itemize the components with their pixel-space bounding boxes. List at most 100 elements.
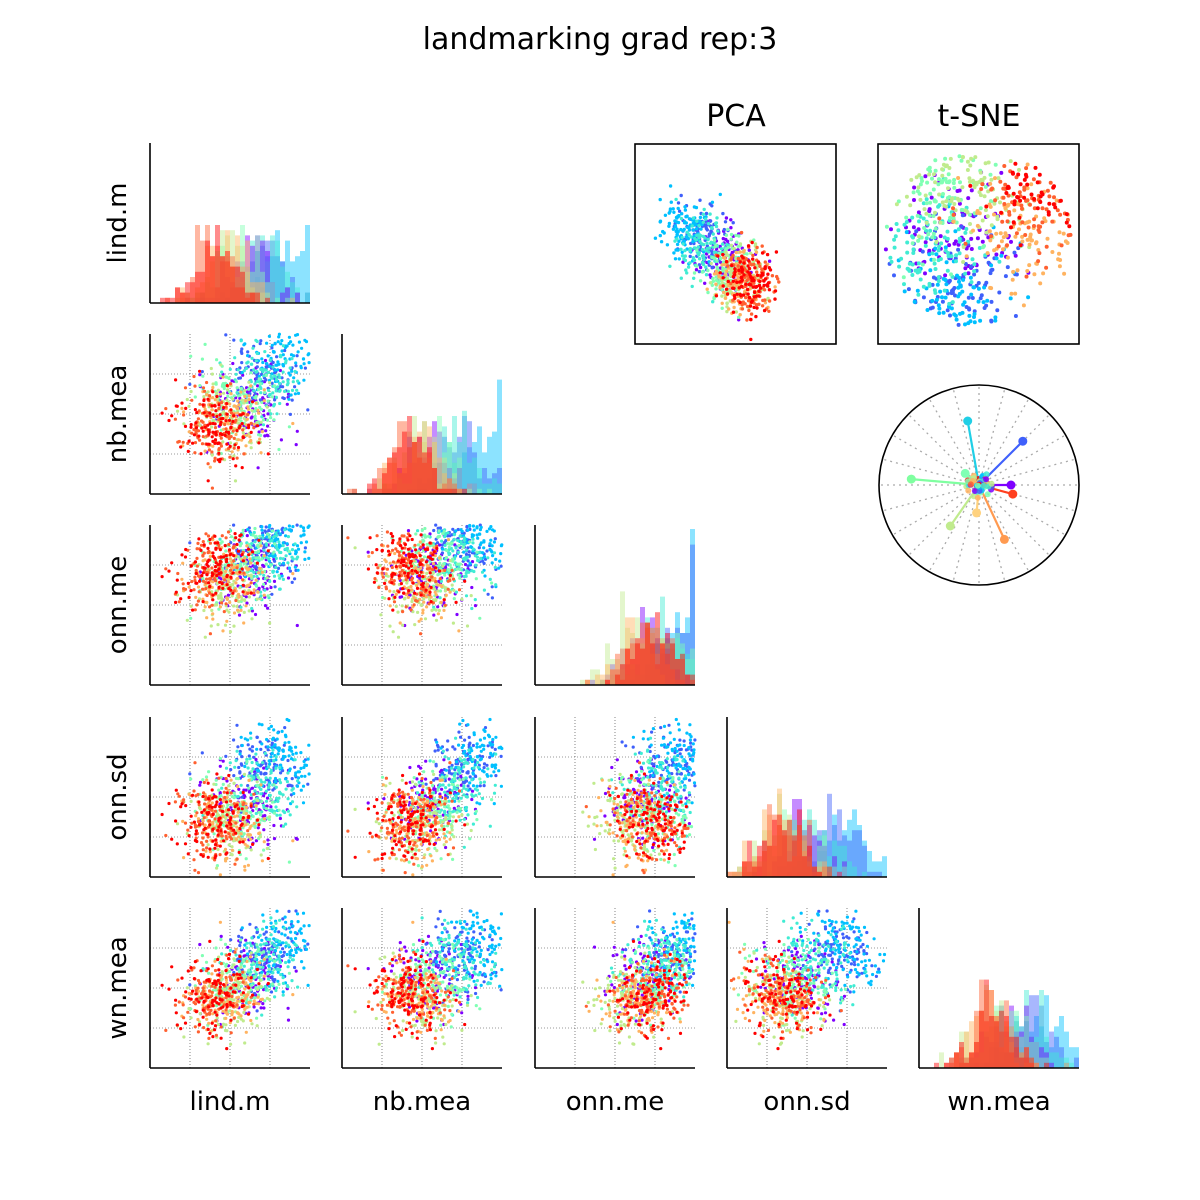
scatter-point <box>224 536 228 540</box>
scatter-point <box>468 540 472 544</box>
hist-bar <box>175 287 180 303</box>
scatter-point <box>475 526 479 530</box>
scatter-point <box>270 372 274 376</box>
scatter-point <box>404 605 408 609</box>
scatter-point <box>486 556 490 560</box>
scatter-point <box>262 399 266 403</box>
hist-bar <box>432 462 437 494</box>
scatter-point <box>268 392 272 396</box>
scatter-point <box>201 435 205 439</box>
scatter-point <box>259 544 263 548</box>
hist-bar <box>215 256 220 303</box>
hist-bar <box>457 488 462 494</box>
scatter-point <box>269 797 273 801</box>
scatter-point <box>231 397 235 401</box>
scatter-point <box>245 433 249 437</box>
scatter-point <box>270 800 275 804</box>
scatter-point <box>463 738 467 742</box>
hist-bar <box>245 282 250 303</box>
scatter-point <box>291 557 295 561</box>
scatter-point <box>230 795 234 799</box>
scatter-point <box>480 796 485 801</box>
scatter-point <box>258 597 262 601</box>
scatter-point <box>375 571 379 575</box>
scatter-point <box>438 596 442 600</box>
hist-bar <box>382 473 387 494</box>
hist-bar <box>387 457 392 494</box>
hist-bar <box>422 442 427 494</box>
hist-bar <box>270 282 275 303</box>
scatter-point <box>366 550 370 554</box>
scatter-point <box>206 428 210 432</box>
hist-bar <box>275 240 280 303</box>
scatter-point <box>275 746 279 750</box>
scatter-point <box>266 557 271 561</box>
scatter-point <box>189 825 193 829</box>
scatter-point <box>444 840 448 844</box>
scatter-point <box>447 799 451 803</box>
scatter-point <box>224 852 228 856</box>
scatter-point <box>441 820 445 824</box>
hist-bar <box>260 240 265 303</box>
scatter-point <box>224 549 228 553</box>
scatter-point <box>464 552 469 557</box>
scatter-point <box>250 749 254 753</box>
scatter-point <box>236 421 240 425</box>
hist-bar <box>215 245 220 303</box>
scatter-point <box>227 542 231 547</box>
scatter-point <box>306 525 310 530</box>
scatter-point <box>255 791 259 795</box>
scatter-point <box>235 825 239 829</box>
scatter-point <box>294 552 298 556</box>
scatter-point <box>366 801 370 805</box>
scatter-point <box>269 768 273 773</box>
scatter-point <box>252 422 256 426</box>
hist-bar <box>180 297 185 303</box>
hist-bar <box>457 468 462 494</box>
scatter-point <box>204 532 208 536</box>
hist-bar <box>200 282 205 303</box>
scatter-point <box>260 525 264 529</box>
hist-bar <box>305 292 310 303</box>
scatter-point <box>225 596 229 600</box>
scatter-point <box>249 736 253 740</box>
scatter-point <box>220 597 224 602</box>
hist-bar <box>397 468 402 494</box>
scatter-point <box>270 381 274 385</box>
scatter-point <box>452 773 456 777</box>
scatter-point <box>417 574 422 578</box>
scatter-point <box>288 569 292 573</box>
scatter-point <box>490 596 494 600</box>
scatter-point <box>388 781 392 785</box>
scatter-point <box>368 536 372 540</box>
scatter-point <box>251 550 255 554</box>
scatter-point <box>204 587 208 591</box>
scatter-point <box>445 548 449 553</box>
scatter-point <box>263 390 267 395</box>
scatter-point <box>273 554 277 558</box>
scatter-point <box>266 594 270 598</box>
scatter-point <box>234 464 238 468</box>
scatter-point <box>271 365 275 369</box>
scatter-point <box>294 361 298 365</box>
scatter-point <box>243 592 247 596</box>
scatter-point <box>482 784 486 788</box>
scatter-point <box>218 804 222 809</box>
scatter-point <box>398 564 402 568</box>
scatter-point <box>217 788 221 792</box>
hist-bar <box>275 256 280 303</box>
scatter-point <box>471 822 475 826</box>
scatter-point <box>262 817 266 821</box>
scatter-point <box>233 356 237 360</box>
scatter-point <box>430 859 434 863</box>
scatter-point <box>232 394 236 398</box>
scatter-point <box>443 809 447 813</box>
scatter-point <box>223 544 227 548</box>
scatter-point <box>220 370 224 374</box>
scatter-point <box>482 736 487 740</box>
scatter-point <box>295 388 299 392</box>
hist-bar <box>437 431 442 494</box>
scatter-point <box>224 754 228 759</box>
scatter-point <box>193 868 197 872</box>
hist-bar <box>412 436 417 494</box>
